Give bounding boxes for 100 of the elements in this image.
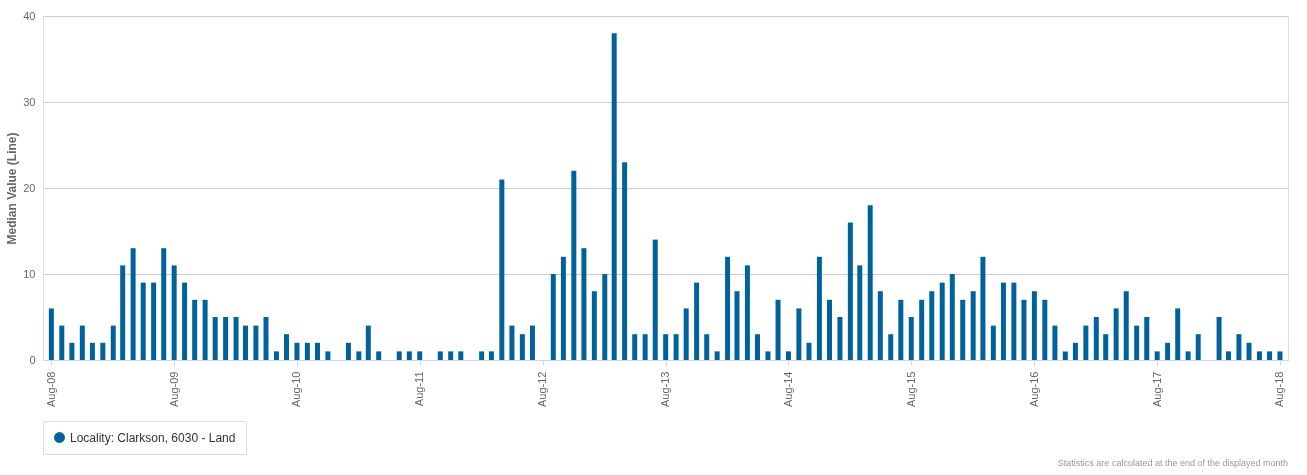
bar — [1195, 334, 1201, 360]
bar — [970, 291, 976, 360]
bar — [877, 291, 883, 360]
y-tick-label: 20 — [23, 181, 36, 194]
legend-label: Locality: Clarkson, 6030 - Land — [70, 430, 236, 445]
bar — [960, 299, 966, 360]
bar — [1277, 351, 1283, 360]
bar — [1185, 351, 1191, 360]
bar — [704, 334, 710, 360]
bar — [898, 299, 904, 360]
bar — [1144, 317, 1150, 360]
bar — [192, 299, 198, 360]
bar — [233, 317, 239, 360]
bar — [1103, 334, 1109, 360]
bar — [775, 299, 781, 360]
bar — [1021, 299, 1027, 360]
bar — [857, 265, 863, 360]
bar — [744, 265, 750, 360]
x-tick-label: Aug-17 — [1150, 371, 1163, 407]
bar — [284, 334, 290, 360]
bar — [1123, 291, 1129, 360]
x-tick-label: Aug-08 — [44, 371, 57, 407]
bar — [602, 274, 608, 360]
bar — [1042, 299, 1048, 360]
bar — [120, 265, 126, 360]
bar — [212, 317, 218, 360]
bar — [529, 325, 535, 360]
bar — [376, 351, 382, 360]
bar — [980, 256, 986, 360]
bar — [806, 342, 812, 360]
bar — [550, 274, 556, 360]
x-tick-label: Aug-12 — [536, 371, 549, 407]
bar — [223, 317, 229, 360]
bar — [847, 222, 853, 360]
bar — [161, 248, 167, 360]
bar — [499, 179, 505, 360]
bar — [48, 308, 54, 360]
bar — [683, 308, 689, 360]
bar — [1175, 308, 1181, 360]
bar — [694, 282, 700, 360]
bar — [417, 351, 423, 360]
bar — [519, 334, 525, 360]
bar — [827, 299, 833, 360]
bar — [314, 342, 320, 360]
bar — [560, 256, 566, 360]
bar — [816, 256, 822, 360]
bar — [182, 282, 188, 360]
bar — [304, 342, 310, 360]
bar — [1154, 351, 1160, 360]
bar — [632, 334, 638, 360]
bar — [1246, 342, 1252, 360]
bar — [1000, 282, 1006, 360]
y-axis-title: Median Value (Line) — [5, 132, 20, 245]
bar — [1267, 351, 1273, 360]
bar — [242, 325, 248, 360]
bar — [202, 299, 208, 360]
bar — [273, 351, 279, 360]
bar — [365, 325, 371, 360]
bar — [294, 342, 300, 360]
bar — [1236, 334, 1242, 360]
bar — [69, 342, 75, 360]
x-tick-label: Aug-11 — [413, 371, 426, 407]
bar — [253, 325, 259, 360]
bar — [949, 274, 955, 360]
x-tick-label: Aug-14 — [781, 371, 794, 407]
bar — [919, 299, 925, 360]
bar — [479, 351, 485, 360]
bar — [458, 351, 464, 360]
bar — [1256, 351, 1262, 360]
bar — [725, 256, 731, 360]
bar — [437, 351, 443, 360]
bar — [130, 248, 136, 360]
bar — [1062, 351, 1068, 360]
bar — [1072, 342, 1078, 360]
bar — [571, 170, 577, 360]
bar — [755, 334, 761, 360]
bar — [673, 334, 679, 360]
bar — [796, 308, 802, 360]
bar — [356, 351, 362, 360]
bar — [785, 351, 791, 360]
x-tick-label: Aug-13 — [659, 371, 672, 407]
bar — [837, 317, 843, 360]
bar — [990, 325, 996, 360]
bar — [663, 334, 669, 360]
bar — [263, 317, 269, 360]
bar — [908, 317, 914, 360]
bar — [325, 351, 331, 360]
bar — [1083, 325, 1089, 360]
bar — [396, 351, 402, 360]
x-tick-label: Aug-09 — [167, 371, 180, 407]
bar — [888, 334, 894, 360]
bar — [140, 282, 146, 360]
bar — [581, 248, 587, 360]
bar — [1216, 317, 1222, 360]
bar — [1031, 291, 1037, 360]
x-tick-label: Aug-10 — [290, 371, 303, 407]
bar — [1011, 282, 1017, 360]
bar — [59, 325, 65, 360]
bar — [1113, 308, 1119, 360]
bar — [591, 291, 597, 360]
